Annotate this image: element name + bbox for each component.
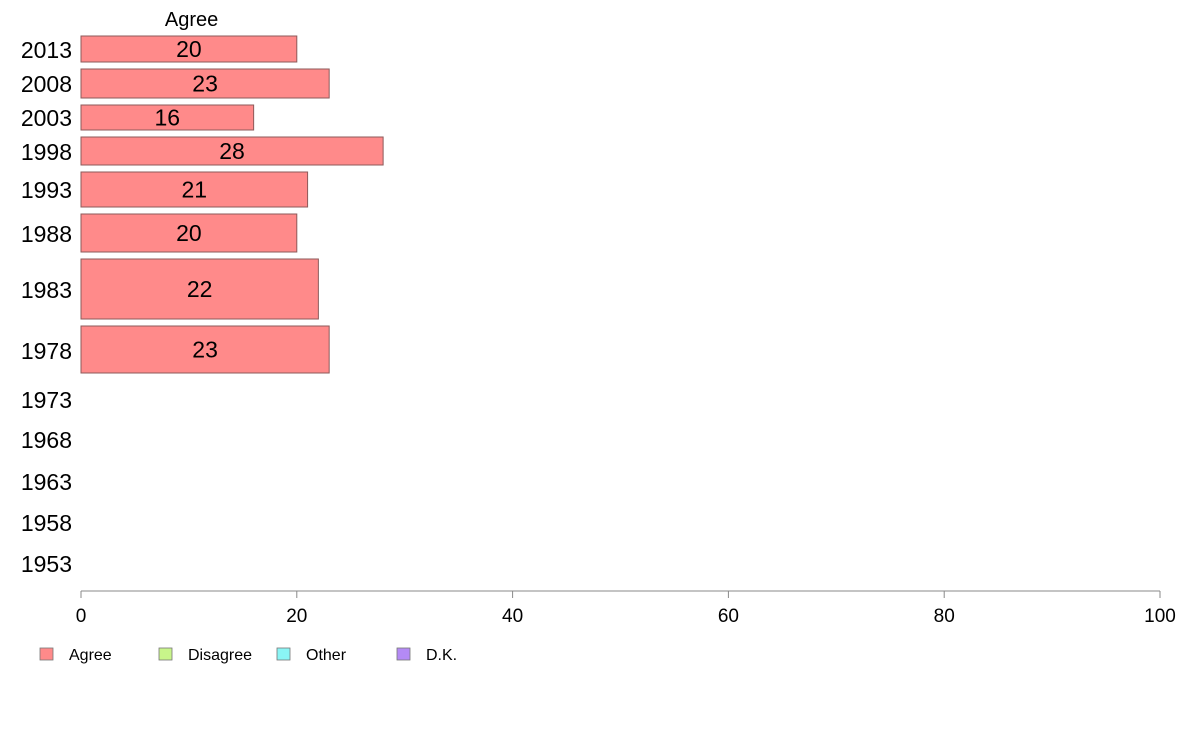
legend-swatch: [39, 647, 54, 661]
bar-value-label: 22: [187, 276, 213, 302]
category-label: 1953: [21, 551, 72, 577]
legend-swatch: [158, 647, 173, 661]
category-label: 2003: [21, 105, 72, 131]
x-tick-label: 80: [934, 606, 955, 627]
category-label: 1993: [21, 177, 72, 203]
category-label: 1968: [21, 427, 72, 453]
bar-value-label: 23: [192, 337, 218, 363]
category-label: 1978: [21, 338, 72, 364]
bar-agree: [80, 68, 330, 99]
legend-label: D.K.: [426, 647, 457, 664]
column-title: Agree: [165, 9, 218, 31]
bar-value-label: 21: [181, 177, 207, 203]
bar-agree: [80, 325, 330, 374]
category-label: 1998: [21, 139, 72, 165]
bar-value-label: 23: [192, 71, 218, 97]
x-tick-label: 40: [502, 606, 523, 627]
category-label: 1988: [21, 221, 72, 247]
bar-value-label: 16: [155, 105, 181, 131]
legend-label: Agree: [69, 647, 112, 664]
bar-agree: [80, 35, 298, 63]
bar-agree: [80, 213, 298, 253]
bar-value-label: 20: [176, 36, 202, 62]
category-label: 1983: [21, 277, 72, 303]
category-label: 1963: [21, 469, 72, 495]
category-label: 1973: [21, 387, 72, 413]
bar-agree: [80, 104, 255, 131]
category-label: 2013: [21, 37, 72, 63]
legend-swatch: [276, 647, 291, 661]
legend-swatch: [396, 647, 411, 661]
bar-agree: [80, 258, 319, 320]
bar-agree: [80, 171, 309, 208]
x-tick-label: 60: [718, 606, 739, 627]
legend-label: Disagree: [188, 647, 252, 664]
x-tick-label: 0: [76, 606, 87, 627]
legend-label: Other: [306, 647, 347, 664]
bar-value-label: 28: [219, 138, 245, 164]
x-tick-label: 100: [1144, 606, 1176, 627]
category-label: 2008: [21, 71, 72, 97]
x-tick-label: 20: [286, 606, 307, 627]
bar-agree: [80, 136, 384, 166]
bar-value-label: 20: [176, 220, 202, 246]
category-label: 1958: [21, 510, 72, 536]
